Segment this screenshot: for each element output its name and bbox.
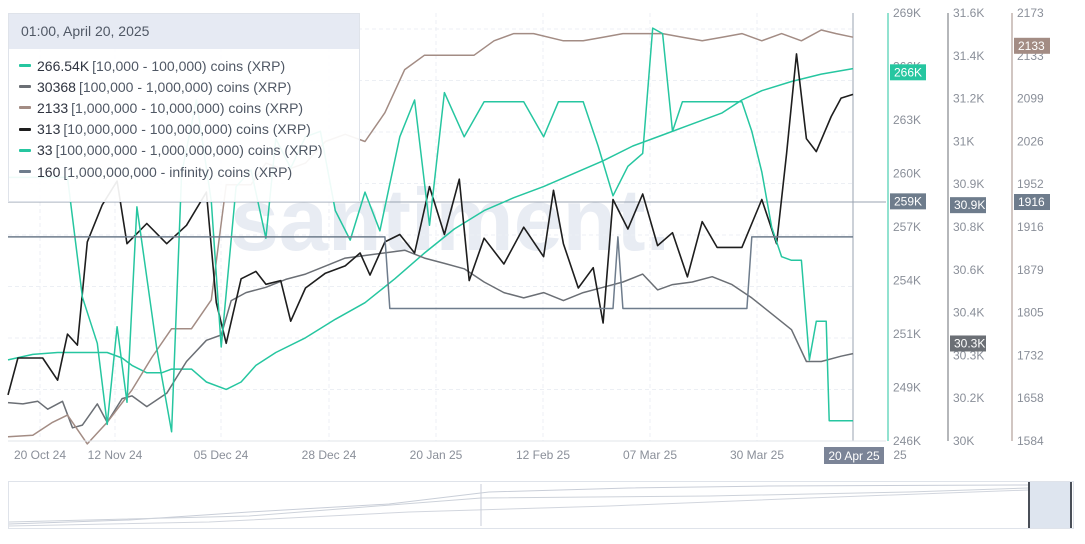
navigator-preview [8, 484, 1030, 527]
legend-swatch [19, 64, 31, 68]
y-tick-label: 269K [893, 6, 921, 20]
x-tick-label: 30 Mar 25 [730, 448, 784, 462]
y-tick-label: 31.2K [953, 92, 984, 106]
legend-swatch [19, 106, 31, 110]
y-tick-label: 1916 [1017, 220, 1044, 234]
y-tick-label: 30.6K [953, 263, 984, 277]
y-tick-label: 31.6K [953, 6, 984, 20]
series-line [7, 67, 854, 391]
tooltip-label: [10,000 - 100,000) coins (XRP) [92, 57, 286, 74]
tooltip-value: 30368 [37, 78, 76, 95]
x-tick-label: 05 Dec 24 [194, 448, 249, 462]
legend-swatch [19, 148, 31, 152]
tooltip-row: 160 [1,000,000,000 - infinity) coins (XRP… [9, 161, 359, 182]
series-line [8, 27, 853, 433]
tooltip-label: [1,000,000,000 - infinity) coins (XRP) [63, 163, 293, 180]
y-tick-label: 31.4K [953, 49, 984, 63]
series-line [7, 249, 854, 429]
y-tick-label: 1658 [1017, 391, 1044, 405]
y-value-badge [1014, 194, 1050, 211]
tooltip-rows: 266.54K [10,000 - 100,000) coins (XRP) 30… [9, 49, 359, 182]
tooltip-row: 313 [10,000,000 - 100,000,000) coins (XRP… [9, 119, 359, 140]
tooltip-value: 33 [37, 142, 53, 159]
tooltip-value: 160 [37, 163, 61, 180]
x-tick-label: 28 Dec 24 [302, 448, 357, 462]
y-tick-label: 2099 [1017, 92, 1044, 106]
legend-swatch [19, 85, 31, 89]
y-tick-label: 31K [953, 134, 974, 148]
y-tick-label: 1805 [1017, 306, 1044, 320]
navigator-range-handle[interactable] [1028, 482, 1072, 528]
tooltip-label: [1,000,000 - 10,000,000) coins (XRP) [71, 99, 304, 116]
legend-swatch [19, 170, 31, 174]
tooltip-value: 266.54K [37, 57, 90, 74]
tooltip: 01:00, April 20, 2025 266.54K [10,000 - 1… [8, 13, 360, 202]
x-tick-label: 20 Jan 25 [410, 448, 463, 462]
series-line [7, 29, 854, 445]
y-value-badge-label: 259K [894, 194, 922, 208]
y-tick-label: 30.4K [953, 306, 984, 320]
x-value-badge-label: 20 Apr 25 [828, 449, 880, 463]
y-tick-label: 249K [893, 381, 921, 395]
tooltip-label: [100,000,000 - 1,000,000,000) coins (XRP… [55, 142, 323, 159]
x-tick-label: 25 [893, 448, 907, 462]
y-value-badge-label: 30.3K [954, 336, 985, 350]
range-navigator[interactable] [8, 481, 1074, 529]
x-tick-label: 12 Feb 25 [516, 448, 570, 462]
y-tick-label: 260K [893, 167, 921, 181]
y-tick-label: 251K [893, 327, 921, 341]
tooltip-label: [100,000 - 1,000,000) coins (XRP) [78, 78, 292, 95]
x-tick-label: 20 Oct 24 [14, 448, 66, 462]
tooltip-value: 313 [37, 121, 61, 138]
series-line [7, 53, 854, 396]
y-tick-label: 254K [893, 274, 921, 288]
y-value-badge [950, 197, 986, 214]
tooltip-label: [10,000,000 - 100,000,000) coins (XRP) [63, 121, 311, 138]
y-tick-label: 30.9K [953, 177, 984, 191]
tooltip-row: 33 [100,000,000 - 1,000,000,000) coins (X… [9, 140, 359, 161]
tooltip-row: 2133 [1,000,000 - 10,000,000) coins (XRP) [9, 97, 359, 118]
y-tick-label: 30.3K [953, 348, 984, 362]
y-value-badge [890, 64, 926, 81]
y-tick-label: 1732 [1017, 348, 1044, 362]
x-axis: 20 Oct 24 12 Nov 24 05 Dec 24 28 Dec 24 20 J… [8, 440, 907, 464]
tooltip-date: 01:00, April 20, 2025 [9, 14, 359, 49]
y-tick-label: 1584 [1017, 434, 1044, 448]
x-tick-label: 07 Mar 25 [623, 448, 677, 462]
x-value-badge [824, 447, 884, 464]
series-layer [7, 27, 854, 445]
tooltip-row: 266.54K [10,000 - 100,000) coins (XRP) [9, 55, 359, 76]
y-tick-label: 1879 [1017, 263, 1044, 277]
legend-swatch [19, 127, 31, 131]
x-tick-label: 12 Nov 24 [88, 448, 143, 462]
y-tick-label: 1952 [1017, 177, 1044, 191]
y-value-badge [1014, 37, 1050, 54]
tooltip-value: 2133 [37, 99, 69, 116]
y-tick-label: 30.8K [953, 220, 984, 234]
y-tick-label: 30K [953, 434, 974, 448]
y-tick-label: 2026 [1017, 134, 1044, 148]
tooltip-row: 30368 [100,000 - 1,000,000) coins (XRP) [9, 76, 359, 97]
y-tick-label: 2173 [1017, 6, 1044, 20]
y-tick-label: 257K [893, 220, 921, 234]
y-value-badge-label: 2133 [1018, 39, 1045, 53]
y-value-badge-label: 30.9K [954, 198, 985, 212]
y-value-badge [950, 335, 986, 352]
y-value-badge-label: 266K [894, 65, 922, 79]
y-value-badge-label: 1916 [1018, 195, 1045, 209]
y-tick-label: 263K [893, 113, 921, 127]
series-line [8, 236, 853, 310]
y-tick-label: 246K [893, 434, 921, 448]
y-value-badge [890, 193, 926, 210]
y-tick-label: 30.2K [953, 391, 984, 405]
axes-layer: 269K266K263K260K257K254K251K249K246K266K… [887, 6, 1050, 448]
